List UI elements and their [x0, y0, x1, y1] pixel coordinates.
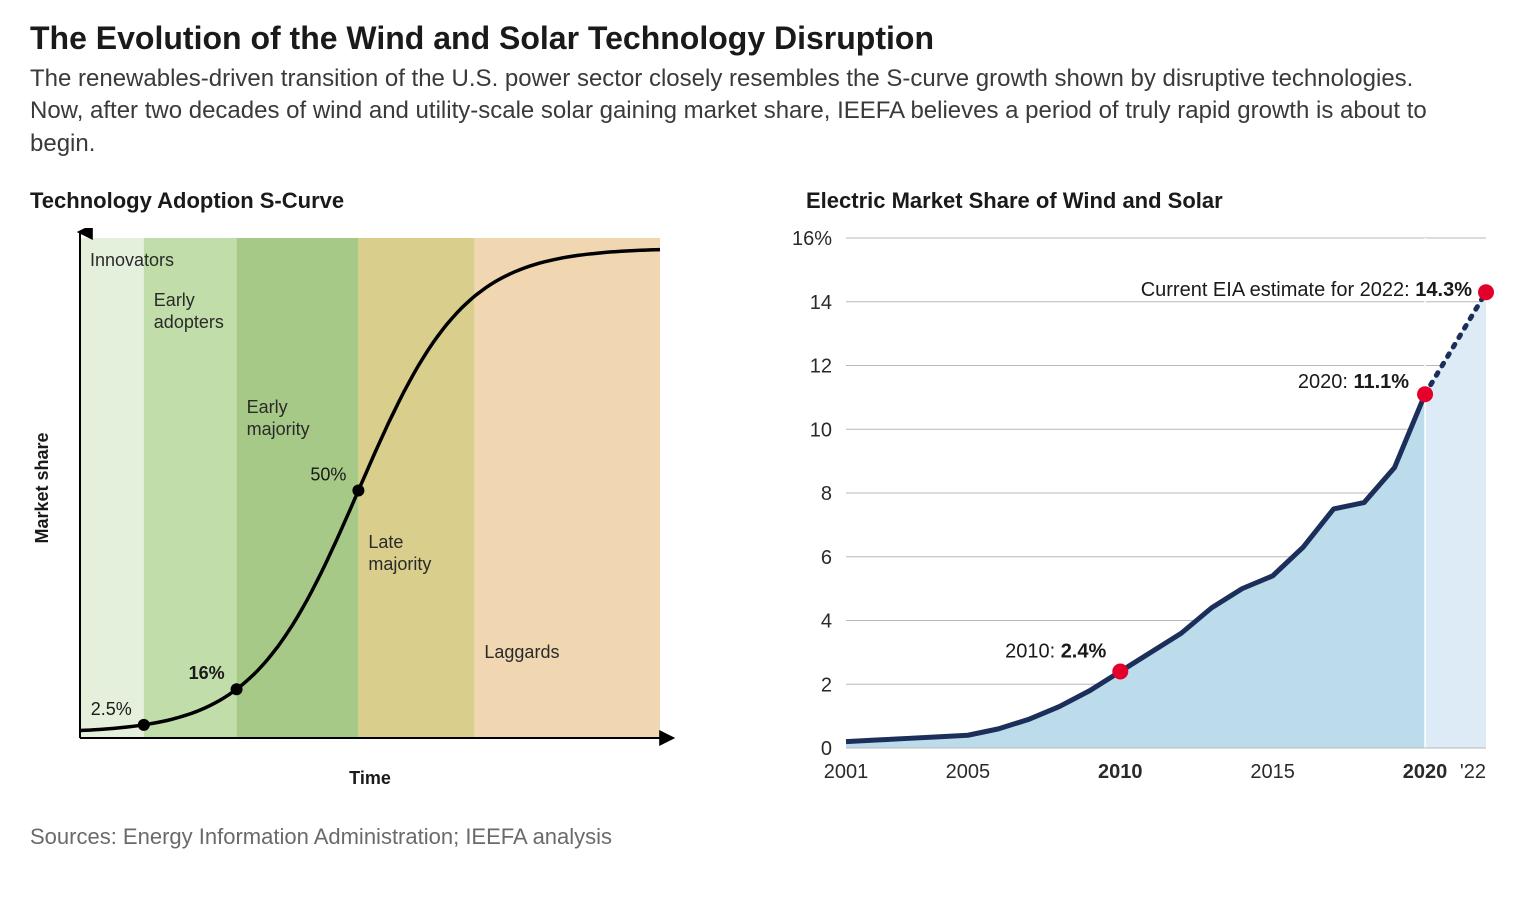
page-title: The Evolution of the Wind and Solar Tech… [30, 20, 1506, 57]
y-tick-label: 14 [810, 292, 832, 314]
callout-marker [1478, 284, 1494, 300]
curve-marker [138, 719, 150, 731]
band-label: Innovators [90, 250, 174, 270]
band-label: majority [247, 419, 310, 439]
y-tick-label: 6 [821, 547, 832, 569]
marker-label: 2.5% [91, 699, 132, 719]
page-subtitle: The renewables-driven transition of the … [30, 63, 1470, 160]
marker-label: 16% [189, 663, 225, 683]
band-label: majority [368, 554, 431, 574]
adoption-band [474, 238, 660, 738]
curve-marker [231, 683, 243, 695]
band-label: Laggards [484, 642, 559, 662]
y-tick-label: 12 [810, 356, 832, 378]
callout-label: 2020: 11.1% [1298, 371, 1409, 393]
y-tick-label: 16% [792, 228, 832, 250]
band-label: adopters [154, 312, 224, 332]
callout-label: Current EIA estimate for 2022: 14.3% [1141, 279, 1473, 301]
x-tick-label: 2010 [1098, 761, 1143, 783]
x-tick-label: 2001 [824, 761, 869, 783]
x-tick-label: 2015 [1250, 761, 1295, 783]
y-tick-label: 10 [810, 419, 832, 441]
x-tick-label: 2020 [1403, 761, 1448, 783]
y-axis-label: Market share [32, 433, 52, 544]
left-chart-block: Technology Adoption S-Curve 2.5% 16% 50% In… [30, 188, 706, 798]
x-axis-label: Time [349, 768, 391, 788]
right-chart-title: Electric Market Share of Wind and Solar [806, 188, 1506, 214]
adoption-band [237, 238, 359, 738]
right-chart-block: Electric Market Share of Wind and Solar … [766, 188, 1506, 798]
band-label: Early [247, 397, 288, 417]
band-label: Late [368, 532, 403, 552]
curve-marker [352, 485, 364, 497]
area-fill-projection [1425, 292, 1486, 748]
callout-marker [1112, 664, 1128, 680]
adoption-band [80, 238, 144, 738]
marker-label: 50% [310, 465, 346, 485]
callout-label: 2010: 2.4% [1005, 641, 1106, 663]
x-tick-label: '22 [1460, 761, 1486, 783]
s-curve-chart: 2.5%16%50%InnovatorsEarlyadoptersEarlyma… [30, 228, 690, 798]
area-fill [846, 394, 1425, 748]
y-tick-label: 8 [821, 483, 832, 505]
y-tick-label: 0 [821, 738, 832, 760]
charts-row: Technology Adoption S-Curve 2.5% 16% 50% In… [30, 188, 1506, 798]
callout-marker [1417, 386, 1433, 402]
x-tick-label: 2005 [946, 761, 991, 783]
market-share-chart: 0 2 4 6 8 10 12 14 16% 2001 2005 2010 2015 2020 '22 201… [766, 228, 1506, 798]
y-tick-label: 4 [821, 611, 832, 633]
band-label: Early [154, 290, 195, 310]
y-tick-label: 2 [821, 674, 832, 696]
sources-text: Sources: Energy Information Administrati… [30, 824, 1506, 850]
left-chart-title: Technology Adoption S-Curve [30, 188, 706, 214]
